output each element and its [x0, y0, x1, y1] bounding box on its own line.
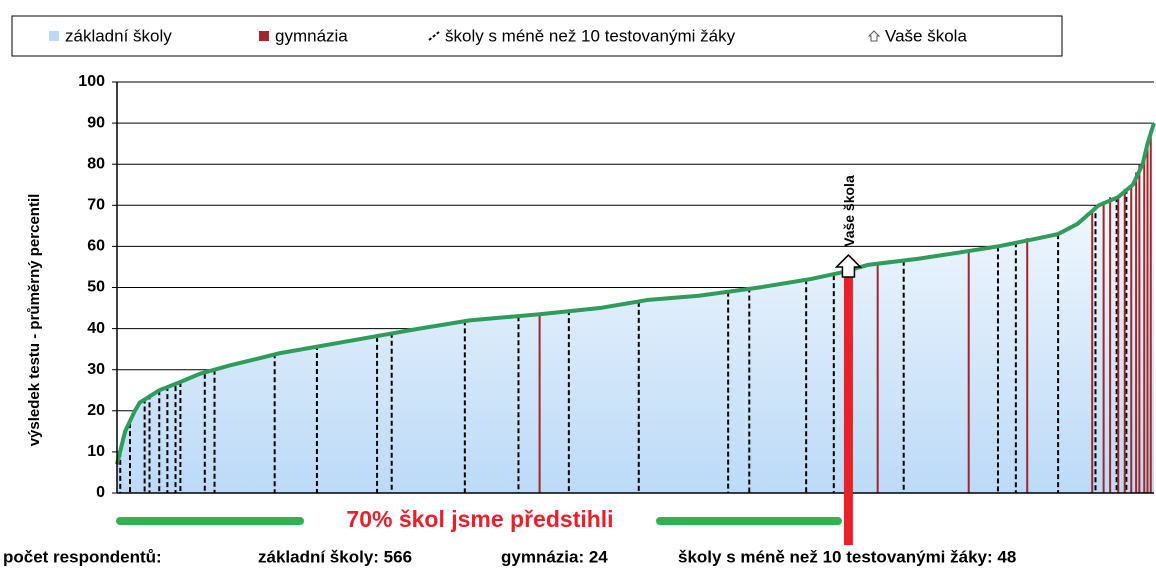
y-tick-label: 10: [87, 443, 105, 460]
y-tick-label: 0: [96, 484, 105, 501]
legend-box: [11, 15, 1063, 57]
y-axis-label: výsledek testu - průměrný percentil: [26, 194, 43, 447]
y-tick-label: 20: [87, 402, 105, 419]
footer-text: počet respondentů:: [3, 547, 162, 566]
y-tick-label: 60: [87, 238, 105, 255]
y-tick-label: 40: [87, 320, 105, 337]
y-tick-label: 80: [87, 155, 105, 172]
legend-label: školy s méně než 10 testovanými žáky: [445, 26, 736, 45]
area: [117, 123, 1154, 493]
annotation: 70% škol jsme předstihli: [346, 506, 613, 532]
your-school-label: Vaše škola: [841, 175, 857, 247]
y-tick-label: 100: [78, 73, 105, 90]
legend-label: základní školy: [65, 26, 172, 45]
y-tick-label: 70: [87, 197, 105, 214]
legend-item: školy s méně než 10 testovanými žáky: [428, 26, 736, 45]
footer-text: gymnázia: 24: [501, 547, 608, 566]
your-school-marker: [834, 253, 863, 278]
legend-swatch: [428, 31, 440, 41]
legend-swatch: [259, 31, 269, 41]
footer-text: základní školy: 566: [258, 547, 412, 566]
y-tick-label: 30: [87, 361, 105, 378]
legend-swatch: [49, 31, 59, 41]
y-tick-label: 50: [87, 279, 105, 296]
legend-item: Vaše škola: [867, 26, 967, 45]
y-tick-label: 90: [87, 114, 105, 131]
footer-text: školy s méně než 10 testovanými žáky: 48: [678, 547, 1016, 566]
legend-swatch: [867, 30, 881, 42]
legend-item: základní školy: [49, 26, 172, 45]
curve: [115, 122, 1156, 465]
legend-label: Vaše škola: [885, 26, 967, 45]
legend-label: gymnázia: [275, 26, 348, 45]
legend-item: gymnázia: [259, 26, 348, 45]
